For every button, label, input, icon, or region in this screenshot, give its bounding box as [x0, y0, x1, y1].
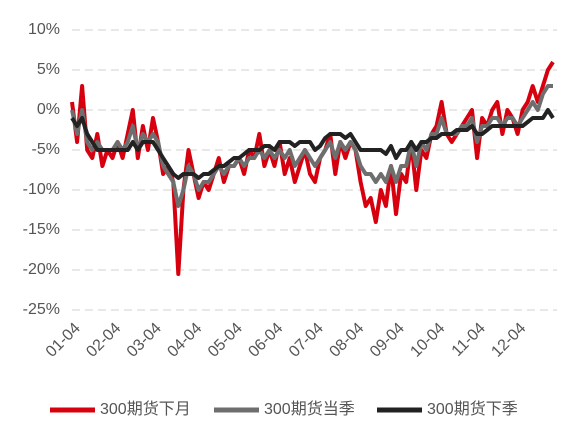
x-tick-label: 04-04	[164, 320, 205, 361]
series-line	[70, 108, 555, 180]
y-tick-label: -15%	[23, 221, 60, 238]
y-tick-label: -25%	[23, 301, 60, 318]
legend-label: 300期货下月	[100, 400, 191, 418]
legend-label: 300期货当季	[264, 400, 355, 418]
y-tick-label: 0%	[37, 101, 60, 118]
x-tick-label: 12-04	[488, 320, 529, 361]
x-tick-label: 08-04	[326, 320, 367, 361]
x-tick-label: 05-04	[205, 320, 246, 361]
x-tick-label: 03-04	[124, 320, 165, 361]
x-tick-label: 06-04	[245, 320, 286, 361]
x-tick-label: 07-04	[286, 320, 327, 361]
x-tick-label: 02-04	[83, 320, 124, 361]
x-tick-label: 09-04	[367, 320, 408, 361]
y-tick-label: 10%	[28, 21, 60, 38]
series-line	[70, 60, 555, 276]
x-tick-label: 10-04	[407, 320, 448, 361]
y-tick-label: 5%	[37, 61, 60, 78]
x-tick-label: 11-04	[449, 320, 489, 360]
y-tick-label: -5%	[32, 141, 60, 158]
y-tick-label: -10%	[23, 181, 60, 198]
x-tick-label: 01-04	[43, 320, 84, 361]
y-tick-label: -20%	[23, 261, 60, 278]
series-line	[70, 84, 553, 208]
legend-label: 300期货下季	[427, 400, 518, 418]
